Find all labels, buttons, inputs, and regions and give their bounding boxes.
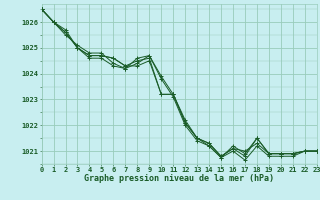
- X-axis label: Graphe pression niveau de la mer (hPa): Graphe pression niveau de la mer (hPa): [84, 174, 274, 183]
